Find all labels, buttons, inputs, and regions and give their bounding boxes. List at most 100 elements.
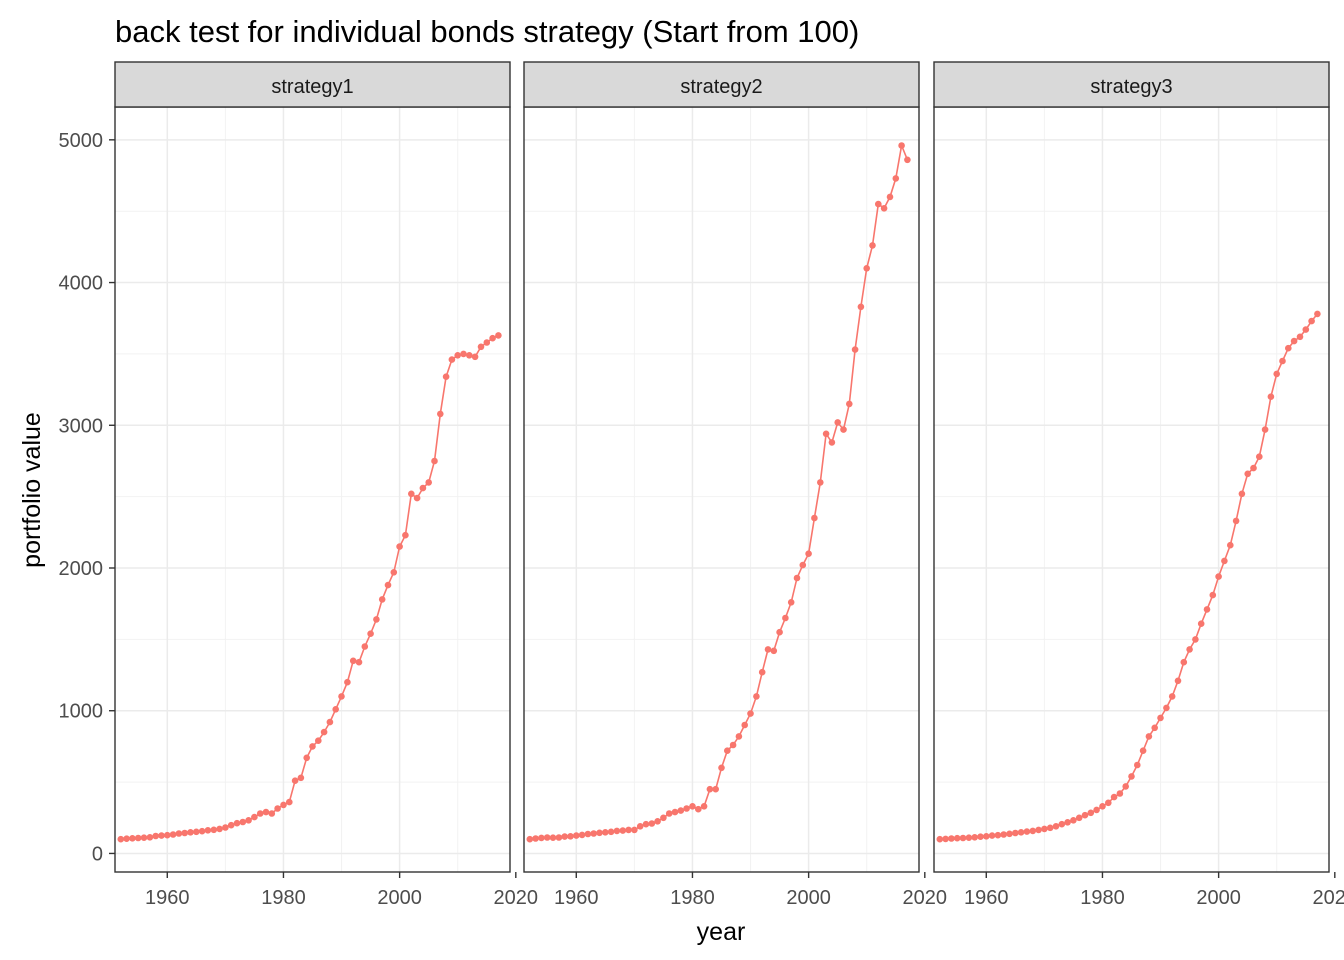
data-point [770, 647, 778, 655]
data-point [886, 193, 894, 201]
data-point [942, 835, 949, 843]
data-point [689, 803, 696, 810]
data-point [495, 332, 502, 339]
data-point [361, 643, 369, 650]
data-point [274, 805, 281, 812]
data-point [994, 831, 1002, 839]
y-tick-label: 5000 [59, 130, 104, 152]
data-point [712, 785, 719, 793]
data-point [1110, 793, 1118, 801]
data-point [799, 561, 807, 569]
data-point [326, 718, 334, 726]
data-point [869, 242, 876, 249]
data-point [198, 827, 206, 835]
data-point [1314, 310, 1321, 318]
data-point [408, 490, 415, 498]
data-point [648, 820, 656, 827]
data-point [419, 484, 427, 492]
data-point [977, 833, 984, 840]
data-point [134, 834, 142, 842]
data-point [846, 400, 853, 408]
data-point [251, 813, 258, 821]
data-point [578, 831, 586, 839]
data-point [396, 543, 403, 550]
data-point [146, 834, 154, 841]
y-axis-title: portfolio value [18, 412, 46, 568]
data-point [1203, 606, 1211, 613]
data-point [948, 835, 955, 842]
facet-strip [114, 61, 511, 108]
data-point [983, 833, 990, 840]
data-point [787, 599, 795, 606]
data-point [1052, 823, 1060, 830]
x-tick-label: 1980 [670, 887, 715, 909]
data-point [1215, 573, 1222, 580]
data-point [1227, 541, 1234, 549]
data-point [805, 550, 812, 557]
data-point [904, 156, 911, 164]
data-point [695, 805, 702, 813]
data-point [1035, 826, 1042, 834]
data-point [1116, 790, 1124, 797]
data-point [181, 829, 188, 837]
data-point [1290, 337, 1298, 345]
data-point [483, 339, 491, 346]
data-point [384, 581, 392, 589]
data-point [965, 834, 973, 841]
facet-strip-label: strategy3 [1090, 76, 1172, 98]
data-point [373, 616, 380, 623]
data-point [1012, 829, 1019, 837]
data-point [654, 818, 661, 825]
x-tick-label: 2020 [903, 887, 948, 909]
data-point [747, 710, 754, 717]
x-tick-label: 2000 [786, 887, 831, 909]
data-point [729, 741, 737, 749]
x-tick-label: 2000 [377, 887, 422, 909]
data-point [1163, 704, 1170, 712]
data-point [338, 693, 345, 700]
data-point [1075, 814, 1083, 822]
data-point [239, 818, 247, 826]
data-point [567, 833, 574, 840]
data-point [210, 826, 218, 834]
data-point [706, 785, 714, 793]
data-point [227, 821, 235, 829]
chart-title: back test for individual bonds strategy … [115, 14, 859, 49]
data-point [222, 824, 229, 831]
data-point [898, 142, 905, 149]
data-point [549, 834, 557, 841]
data-point [262, 808, 270, 816]
data-point [660, 814, 667, 822]
x-tick-label: 1980 [261, 887, 306, 909]
data-point [1041, 825, 1048, 833]
facet-panel-1: strategy1 [114, 61, 511, 873]
data-point [822, 430, 830, 438]
data-point [454, 352, 462, 359]
data-point [315, 737, 322, 744]
data-point [164, 831, 171, 839]
data-point [782, 614, 789, 622]
data-point [631, 826, 638, 834]
data-point [561, 833, 568, 840]
data-point [817, 479, 824, 486]
x-tick-label: 2000 [1196, 887, 1241, 909]
data-point [233, 819, 241, 827]
data-point [1157, 714, 1164, 722]
data-point [543, 834, 551, 841]
data-point [471, 353, 479, 361]
facet-panels: strategy1 strategy2 strategy3 [114, 61, 1330, 873]
x-tick-label: 2020 [1313, 887, 1344, 909]
data-point [268, 810, 276, 817]
data-point [735, 733, 743, 740]
data-point [959, 834, 967, 842]
y-axis: 0 1000 2000 3000 4000 5000 [59, 130, 115, 865]
data-point [683, 805, 690, 812]
data-point [355, 658, 363, 666]
data-point [953, 834, 961, 842]
data-point [1244, 470, 1251, 478]
x-axis-1: 1960 1980 2000 2020 [145, 872, 538, 909]
data-point [1168, 693, 1176, 700]
data-point [602, 829, 609, 836]
x-tick-label: 1960 [554, 887, 599, 909]
data-point [584, 830, 592, 838]
